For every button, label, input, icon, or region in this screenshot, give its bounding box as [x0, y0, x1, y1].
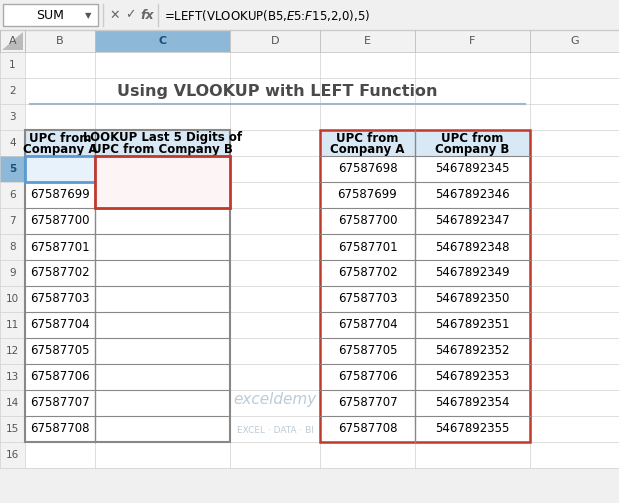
Text: fx: fx [140, 9, 154, 22]
Text: exceldemy: exceldemy [233, 392, 317, 406]
Text: E: E [364, 36, 371, 46]
Text: 67587704: 67587704 [338, 318, 397, 331]
Text: 67587708: 67587708 [30, 423, 90, 436]
Text: 67587708: 67587708 [338, 423, 397, 436]
Text: 5467892351: 5467892351 [435, 318, 510, 331]
Text: A: A [9, 36, 16, 46]
Text: 67587702: 67587702 [30, 267, 90, 280]
Text: 6: 6 [9, 190, 16, 200]
Text: UPC from: UPC from [29, 131, 91, 144]
Text: 5467892345: 5467892345 [435, 162, 510, 176]
Text: 67587700: 67587700 [30, 214, 90, 227]
Text: 67587705: 67587705 [30, 345, 90, 358]
Text: Company A: Company A [23, 142, 97, 155]
Bar [3, 4, 98, 26]
Text: Company A: Company A [331, 142, 405, 155]
Text: 67587699: 67587699 [337, 189, 397, 202]
Text: ▼: ▼ [85, 12, 91, 21]
Text: 8: 8 [9, 242, 16, 252]
Text: 67587706: 67587706 [30, 371, 90, 383]
Text: 67587707: 67587707 [30, 396, 90, 409]
Polygon shape [2, 32, 23, 50]
Text: B5: B5 [171, 162, 185, 173]
Text: 11: 11 [6, 320, 19, 330]
Text: 67587700: 67587700 [338, 214, 397, 227]
Text: 13: 13 [6, 372, 19, 382]
Text: G: G [570, 36, 579, 46]
Bar [95, 30, 230, 52]
Text: 5467892346: 5467892346 [435, 189, 510, 202]
Bar [0, 30, 619, 52]
Bar [0, 0, 619, 30]
Text: 1: 1 [9, 60, 16, 70]
Bar [95, 156, 230, 208]
Text: 67587703: 67587703 [30, 293, 90, 305]
Text: 67587704: 67587704 [30, 318, 90, 331]
Text: Company B: Company B [435, 142, 509, 155]
Text: $F$15: $F$15 [100, 185, 121, 197]
Text: UPC from: UPC from [336, 131, 399, 144]
Bar [0, 30, 25, 52]
Text: B: B [56, 36, 64, 46]
Text: 5467892349: 5467892349 [435, 267, 510, 280]
Text: 5: 5 [9, 164, 16, 174]
Text: 10: 10 [6, 294, 19, 304]
Text: 67587707: 67587707 [338, 396, 397, 409]
Bar [0, 52, 25, 468]
Text: ✓: ✓ [125, 9, 135, 22]
Text: 7: 7 [9, 216, 16, 226]
Text: 4: 4 [9, 138, 16, 148]
Text: 5467892347: 5467892347 [435, 214, 510, 227]
Text: 3: 3 [9, 112, 16, 122]
Text: ,$E$5:: ,$E$5: [181, 161, 202, 174]
Text: 5467892350: 5467892350 [435, 293, 509, 305]
Text: ✕: ✕ [110, 9, 120, 22]
Text: 15: 15 [6, 424, 19, 434]
Text: EXCEL · DATA · BI: EXCEL · DATA · BI [236, 426, 313, 435]
Text: LOOKUP Last 5 Digits of: LOOKUP Last 5 Digits of [83, 131, 242, 144]
Text: 14: 14 [6, 398, 19, 408]
Text: 12: 12 [6, 346, 19, 356]
Text: =LEFT(VLOOKUP(: =LEFT(VLOOKUP( [100, 162, 197, 173]
Text: 67587701: 67587701 [338, 240, 397, 254]
Text: 67587703: 67587703 [338, 293, 397, 305]
Text: 67587701: 67587701 [30, 240, 90, 254]
Text: 67587698: 67587698 [338, 162, 397, 176]
Text: Using VLOOKUP with LEFT Function: Using VLOOKUP with LEFT Function [117, 83, 438, 99]
Text: 5467892348: 5467892348 [435, 240, 510, 254]
Text: UPC from Company B: UPC from Company B [92, 142, 233, 155]
Bar [25, 130, 230, 156]
Text: 67587699: 67587699 [30, 189, 90, 202]
Text: 16: 16 [6, 450, 19, 460]
Bar [25, 130, 230, 442]
Text: 9: 9 [9, 268, 16, 278]
Text: 2: 2 [9, 86, 16, 96]
Text: F: F [469, 36, 475, 46]
Text: 67587705: 67587705 [338, 345, 397, 358]
Text: 5467892353: 5467892353 [435, 371, 509, 383]
Text: D: D [271, 36, 279, 46]
Text: ,2,0),5): ,2,0),5) [125, 186, 166, 196]
Text: 5467892355: 5467892355 [435, 423, 509, 436]
Text: C: C [158, 36, 167, 46]
Bar [320, 130, 530, 442]
Bar [25, 156, 95, 182]
Text: 5467892352: 5467892352 [435, 345, 510, 358]
Text: =LEFT(VLOOKUP(B5,$E$5:$F$15,2,0),5): =LEFT(VLOOKUP(B5,$E$5:$F$15,2,0),5) [164, 8, 370, 23]
Text: UPC from: UPC from [441, 131, 504, 144]
Text: 5467892354: 5467892354 [435, 396, 510, 409]
Bar [320, 130, 530, 156]
Bar [0, 52, 619, 468]
Bar [0, 156, 25, 182]
Text: 67587706: 67587706 [338, 371, 397, 383]
Text: 67587702: 67587702 [338, 267, 397, 280]
Text: SUM: SUM [36, 9, 64, 22]
Text: 67587698: 67587698 [30, 162, 90, 176]
